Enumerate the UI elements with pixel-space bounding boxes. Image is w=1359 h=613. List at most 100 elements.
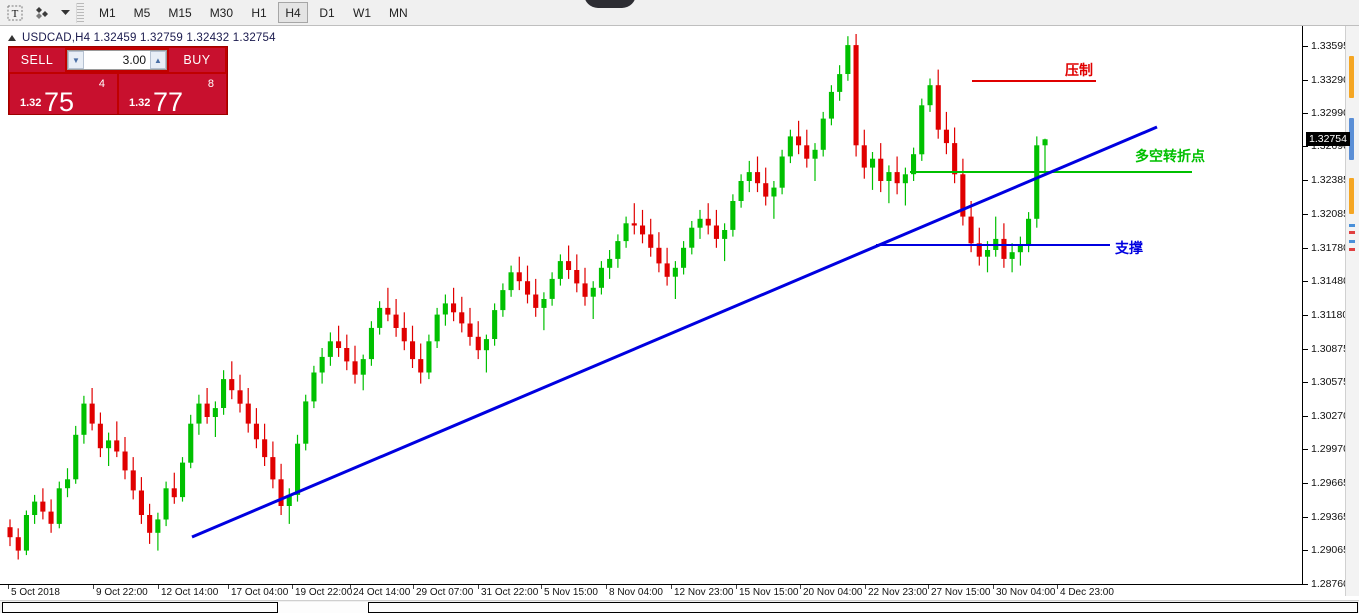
time-tick-label: 30 Nov 04:00 <box>996 587 1056 598</box>
price-tick-label: 1.29665 <box>1311 477 1349 490</box>
candle-body <box>303 401 309 444</box>
candle-body <box>960 174 966 217</box>
candle-body <box>886 172 892 181</box>
rail-marker[interactable] <box>1349 224 1355 227</box>
buy-price-main: 77 <box>153 87 184 117</box>
candle-body <box>952 143 958 175</box>
candle-body <box>755 172 761 184</box>
timeframe-m30-button[interactable]: M30 <box>209 5 234 20</box>
trade-panel-prices: 1.32 75 4 1.32 77 8 <box>9 74 227 117</box>
rail-indicator-strip[interactable] <box>1349 56 1354 98</box>
scrollbar-thumb-right[interactable] <box>368 602 1358 613</box>
price-tick <box>1303 381 1308 383</box>
candle-body <box>500 290 506 311</box>
price-axis[interactable]: 1.33595 1.33290 1.32990 1.32690 1.32385 1.320… <box>1303 26 1350 596</box>
timeframe-w1-button[interactable]: W1 <box>353 5 372 20</box>
one-click-trade-panel[interactable]: SELL ▼ 3.00 ▲ BUY 1.32 75 4 1.32 77 8 <box>8 46 228 117</box>
candle-body <box>451 303 457 313</box>
time-tick <box>93 585 94 589</box>
timeframe-m1-button[interactable]: M1 <box>99 5 116 20</box>
candle-body <box>295 443 301 495</box>
candle-body <box>48 511 54 524</box>
rail-marker[interactable] <box>1349 248 1355 251</box>
support-label[interactable]: 支撑 <box>1115 240 1143 256</box>
candle-body <box>360 359 366 375</box>
candle-body <box>738 181 744 201</box>
price-tick <box>1303 79 1308 81</box>
candle-body <box>229 379 235 391</box>
candle-body <box>196 403 202 424</box>
horizontal-scrollbar[interactable] <box>0 600 1359 613</box>
candle-body <box>65 479 71 489</box>
candle-body <box>705 218 711 226</box>
objects-list-icon[interactable] <box>30 2 56 24</box>
candle-body <box>89 403 95 424</box>
candle-body <box>15 537 21 551</box>
candle-body <box>623 223 629 242</box>
candle-body <box>779 156 785 188</box>
chart-area[interactable] <box>0 26 1303 596</box>
turning-point-label[interactable]: 多空转折点 <box>1135 148 1205 164</box>
candle-body <box>763 183 769 197</box>
price-tick-label: 1.30575 <box>1311 375 1349 388</box>
candle-body <box>475 336 481 351</box>
candle-body <box>557 261 563 279</box>
price-tick-label: 1.31180 <box>1311 308 1349 321</box>
collapse-triangle-icon[interactable] <box>8 35 16 41</box>
resistance-label[interactable]: 压制 <box>1065 62 1093 78</box>
time-tick <box>478 585 479 589</box>
time-tick-label: 24 Oct 14:00 <box>353 587 411 598</box>
candle-body <box>894 172 900 184</box>
buy-price-fraction: 8 <box>207 78 214 90</box>
timeframe-h4-button[interactable]: H4 <box>278 2 309 23</box>
volume-stepper[interactable]: ▼ 3.00 ▲ <box>67 50 167 70</box>
buy-button[interactable]: BUY <box>169 48 225 72</box>
time-axis[interactable]: 5 Oct 2018 9 Oct 22:00 12 Oct 14:00 17 Oct … <box>0 584 1303 600</box>
candle-body <box>467 323 473 337</box>
candle-body <box>615 241 621 259</box>
price-tick-label: 1.29365 <box>1311 510 1349 523</box>
volume-increment-button[interactable]: ▲ <box>150 51 166 69</box>
chevron-down-icon[interactable] <box>58 2 72 24</box>
buy-price-tile[interactable]: 1.32 77 8 <box>119 74 226 117</box>
candle-body <box>935 85 941 130</box>
rail-marker[interactable] <box>1349 231 1355 234</box>
candle-body <box>870 158 876 168</box>
sell-price-tile[interactable]: 1.32 75 4 <box>10 74 117 116</box>
price-tick <box>1303 146 1308 148</box>
candle-body <box>401 327 407 342</box>
candle-body <box>253 423 259 440</box>
volume-decrement-button[interactable]: ▼ <box>68 51 84 69</box>
rail-indicator-strip[interactable] <box>1349 118 1354 160</box>
candle-body <box>607 258 613 268</box>
candle-body <box>114 440 120 452</box>
right-side-rail[interactable] <box>1345 26 1359 596</box>
candle-body <box>7 527 13 538</box>
scrollbar-thumb-left[interactable] <box>2 602 278 613</box>
time-tick-label: 5 Nov 15:00 <box>544 587 598 598</box>
volume-input[interactable]: 3.00 <box>84 53 150 67</box>
timeframe-m5-button[interactable]: M5 <box>133 5 151 20</box>
candle-body <box>640 225 646 235</box>
candle-body <box>311 372 317 402</box>
candle-body <box>418 359 424 373</box>
price-tick-label: 1.32385 <box>1311 174 1349 187</box>
price-tick-label: 1.33595 <box>1311 39 1349 52</box>
timeframe-mn-button[interactable]: MN <box>389 5 408 20</box>
rail-indicator-strip[interactable] <box>1349 178 1354 214</box>
crosshair-text-tool-icon[interactable]: T <box>2 2 28 24</box>
timeframe-h1-button[interactable]: H1 <box>251 5 267 20</box>
toolbar-separator <box>76 2 84 23</box>
time-tick <box>993 585 994 589</box>
candle-body <box>796 136 802 146</box>
rail-marker[interactable] <box>1349 240 1355 243</box>
candle-body <box>1026 218 1032 246</box>
price-tick <box>1303 45 1308 47</box>
price-tick <box>1303 449 1308 451</box>
uptrend-line[interactable] <box>191 125 1158 539</box>
timeframe-m15-button[interactable]: M15 <box>168 5 192 20</box>
sell-button[interactable]: SELL <box>9 48 65 72</box>
time-tick <box>800 585 801 589</box>
timeframe-d1-button[interactable]: D1 <box>319 5 335 20</box>
